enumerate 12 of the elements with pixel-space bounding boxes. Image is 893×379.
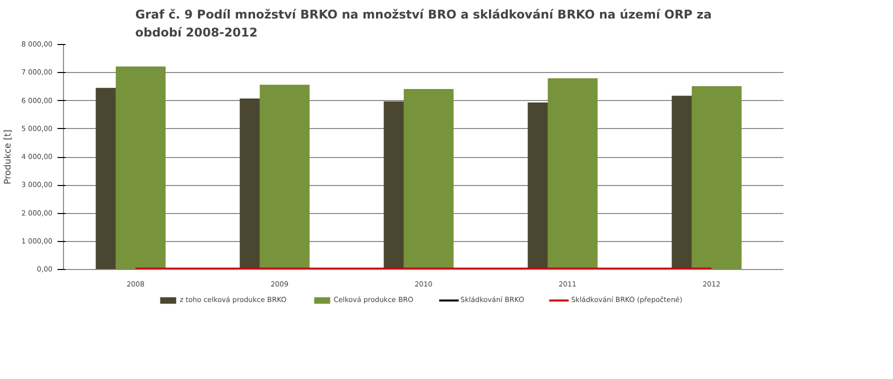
y-axis-title: Produkce [t] xyxy=(3,130,14,184)
bar xyxy=(404,88,454,270)
bar xyxy=(548,78,598,270)
bar xyxy=(692,86,742,270)
bar xyxy=(672,96,692,270)
bar xyxy=(260,84,310,270)
bar xyxy=(116,66,166,270)
bar xyxy=(384,101,404,270)
bar xyxy=(528,102,548,270)
chart-title: Graf č. 9 Podíl množství BRKO na množství BRO a skládkování BRKO na území ORP za období 2008-2012 xyxy=(135,7,712,40)
bar xyxy=(240,98,260,270)
bar xyxy=(96,88,116,270)
